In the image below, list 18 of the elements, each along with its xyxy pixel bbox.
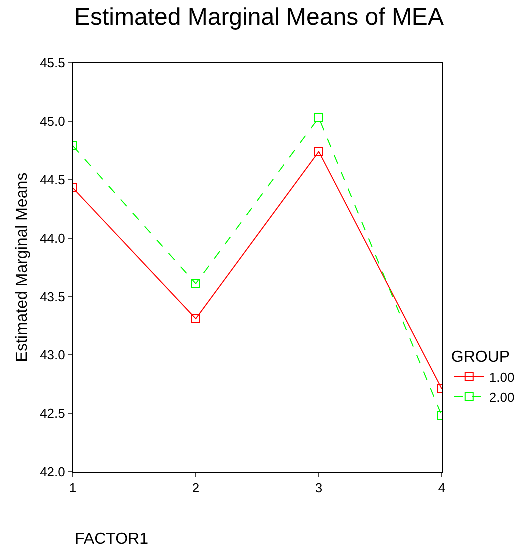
x-axis-title: FACTOR1	[75, 531, 149, 548]
y-tick-label: 44.5	[40, 172, 66, 188]
y-tick-label: 45.5	[40, 56, 66, 71]
legend-label: 2.00	[489, 390, 515, 405]
y-tick-label: 42.5	[40, 406, 66, 422]
x-tick-label: 4	[438, 480, 446, 496]
y-tick-label: 43.5	[40, 289, 66, 304]
chart-title: Estimated Marginal Means of MEA	[74, 4, 444, 32]
legend-label: 1.00	[489, 370, 515, 385]
x-tick-label: 3	[315, 480, 323, 496]
x-tick-label: 1	[69, 480, 77, 496]
y-axis-title: Estimated Marginal Means	[14, 172, 31, 362]
y-tick-label: 44.0	[40, 230, 66, 246]
y-tick-label: 43.0	[40, 348, 66, 363]
y-tick-label: 42.0	[40, 464, 66, 480]
x-tick-label: 2	[192, 480, 200, 496]
legend-title: GROUP	[451, 348, 510, 366]
y-tick-label: 45.0	[40, 114, 66, 129]
